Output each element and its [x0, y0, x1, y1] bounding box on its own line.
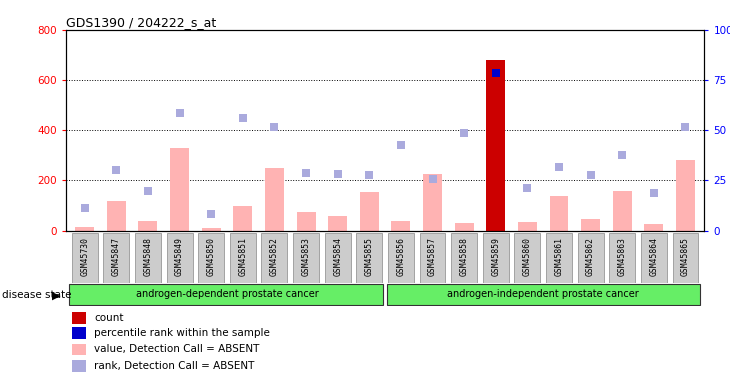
- Text: percentile rank within the sample: percentile rank within the sample: [94, 328, 270, 338]
- Text: GSM45857: GSM45857: [428, 237, 437, 276]
- Bar: [107, 201, 126, 231]
- FancyBboxPatch shape: [69, 284, 383, 304]
- Text: GSM45851: GSM45851: [238, 237, 247, 276]
- Bar: [75, 227, 94, 231]
- FancyBboxPatch shape: [293, 232, 319, 283]
- Point: [395, 142, 407, 148]
- Point: [110, 167, 122, 173]
- Bar: [72, 360, 86, 372]
- Bar: [550, 195, 569, 231]
- Point: [300, 170, 312, 176]
- Text: androgen-dependent prostate cancer: androgen-dependent prostate cancer: [136, 289, 318, 299]
- Text: GSM45856: GSM45856: [396, 237, 405, 276]
- Text: GSM45858: GSM45858: [460, 237, 469, 276]
- Text: ▶: ▶: [52, 291, 61, 300]
- Point: [364, 172, 375, 178]
- Text: GSM45863: GSM45863: [618, 237, 627, 276]
- Bar: [612, 190, 631, 231]
- Text: GSM45861: GSM45861: [555, 237, 564, 276]
- Text: GSM45864: GSM45864: [650, 237, 658, 276]
- FancyBboxPatch shape: [672, 232, 699, 283]
- FancyBboxPatch shape: [230, 232, 255, 283]
- Point: [680, 123, 691, 129]
- Text: GSM45865: GSM45865: [681, 237, 690, 276]
- Bar: [72, 344, 86, 355]
- FancyBboxPatch shape: [261, 232, 288, 283]
- Point: [79, 205, 91, 211]
- Text: rank, Detection Call = ABSENT: rank, Detection Call = ABSENT: [94, 361, 255, 371]
- FancyBboxPatch shape: [546, 232, 572, 283]
- Bar: [72, 312, 86, 324]
- Text: GSM45855: GSM45855: [365, 237, 374, 276]
- Point: [616, 152, 628, 158]
- FancyBboxPatch shape: [104, 232, 129, 283]
- Point: [332, 171, 344, 177]
- Bar: [360, 192, 379, 231]
- Text: GSM45860: GSM45860: [523, 237, 532, 276]
- Text: GSM45847: GSM45847: [112, 237, 120, 276]
- Bar: [455, 223, 474, 231]
- FancyBboxPatch shape: [325, 232, 350, 283]
- FancyBboxPatch shape: [356, 232, 383, 283]
- Bar: [139, 221, 158, 231]
- Bar: [486, 60, 505, 231]
- Text: GSM45848: GSM45848: [143, 237, 153, 276]
- Point: [490, 70, 502, 76]
- Text: GSM45849: GSM45849: [175, 237, 184, 276]
- Bar: [296, 212, 315, 231]
- Bar: [518, 222, 537, 231]
- Text: GDS1390 / 204222_s_at: GDS1390 / 204222_s_at: [66, 16, 216, 29]
- Point: [237, 115, 249, 121]
- FancyBboxPatch shape: [198, 232, 224, 283]
- Bar: [676, 160, 695, 231]
- FancyBboxPatch shape: [641, 232, 666, 283]
- Point: [142, 188, 154, 194]
- Text: GSM45853: GSM45853: [301, 237, 310, 276]
- FancyBboxPatch shape: [451, 232, 477, 283]
- Text: GSM45862: GSM45862: [586, 237, 595, 276]
- Bar: [265, 168, 284, 231]
- Point: [269, 123, 280, 129]
- Text: GSM45852: GSM45852: [270, 237, 279, 276]
- FancyBboxPatch shape: [515, 232, 540, 283]
- FancyBboxPatch shape: [135, 232, 161, 283]
- FancyBboxPatch shape: [610, 232, 635, 283]
- FancyBboxPatch shape: [577, 232, 604, 283]
- Bar: [645, 224, 664, 231]
- FancyBboxPatch shape: [387, 284, 700, 304]
- Text: GSM45730: GSM45730: [80, 237, 89, 276]
- Bar: [328, 216, 347, 231]
- FancyBboxPatch shape: [420, 232, 445, 283]
- Bar: [423, 174, 442, 231]
- Bar: [201, 228, 220, 231]
- Point: [553, 164, 565, 170]
- Bar: [391, 221, 410, 231]
- Point: [205, 211, 217, 217]
- Text: count: count: [94, 313, 124, 323]
- Text: GSM45850: GSM45850: [207, 237, 215, 276]
- Text: value, Detection Call = ABSENT: value, Detection Call = ABSENT: [94, 344, 260, 354]
- Text: androgen-independent prostate cancer: androgen-independent prostate cancer: [447, 289, 639, 299]
- Bar: [234, 206, 253, 231]
- Text: disease state: disease state: [2, 291, 72, 300]
- Text: GSM45859: GSM45859: [491, 237, 500, 276]
- FancyBboxPatch shape: [72, 232, 98, 283]
- Point: [585, 172, 596, 178]
- FancyBboxPatch shape: [388, 232, 414, 283]
- Point: [521, 185, 533, 191]
- Point: [426, 176, 438, 182]
- Point: [648, 190, 660, 196]
- Text: GSM45854: GSM45854: [333, 237, 342, 276]
- Bar: [170, 148, 189, 231]
- Bar: [72, 327, 86, 339]
- Bar: [581, 219, 600, 231]
- FancyBboxPatch shape: [166, 232, 193, 283]
- Point: [458, 130, 470, 136]
- FancyBboxPatch shape: [483, 232, 509, 283]
- Point: [174, 110, 185, 116]
